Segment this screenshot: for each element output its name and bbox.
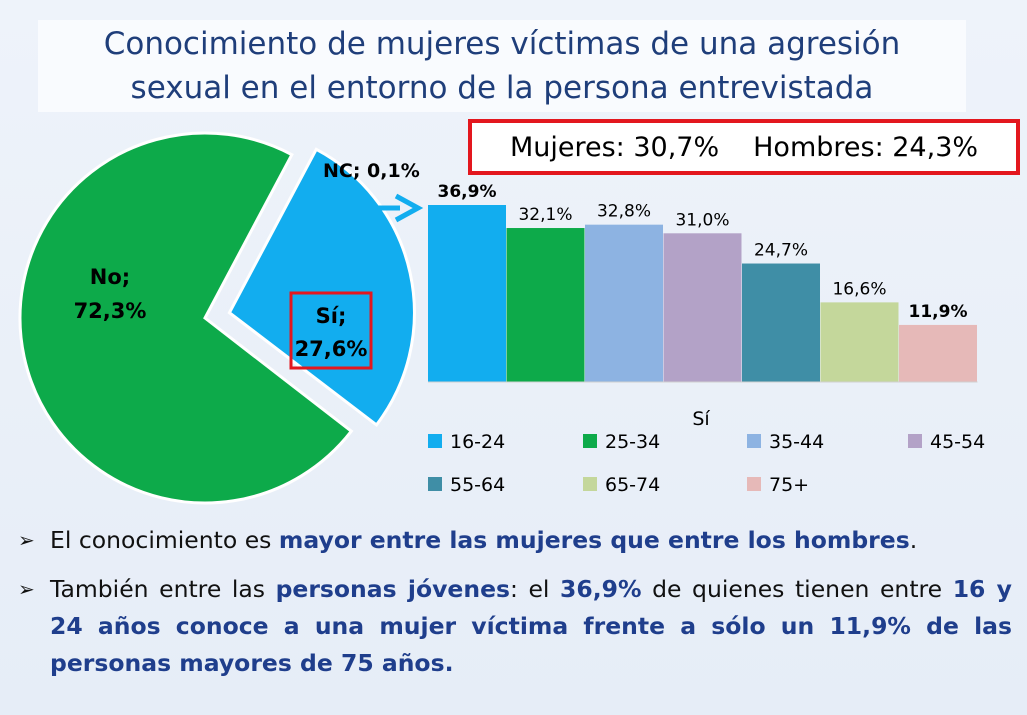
pie-slice-no — [18, 131, 354, 505]
bar-value-label: 36,9% — [438, 182, 497, 202]
bar-value-label: 11,9% — [909, 302, 968, 322]
legend-label: 16-24 — [450, 431, 505, 453]
bullet-text: También entre las personas jóvenes: el 3… — [50, 571, 1012, 682]
pie-value-si: 27,6% — [295, 337, 368, 361]
plain-text: El conocimiento es — [50, 526, 279, 554]
legend-swatch — [428, 434, 442, 448]
legend-swatch — [428, 477, 442, 491]
bullet-item: ➢ También entre las personas jóvenes: el … — [18, 571, 1012, 682]
pie-slice-si — [227, 147, 416, 428]
legend-swatch — [747, 477, 761, 491]
si-highlight-box — [289, 291, 373, 370]
pie-label-nc: NC; 0,1% — [323, 160, 420, 182]
bullet-item: ➢ El conocimiento es mayor entre las muje… — [18, 522, 1012, 559]
pie-value-no: 72,3% — [74, 299, 147, 323]
bullet-arrow-icon: ➢ — [18, 528, 35, 552]
gender-summary-box: Mujeres: 30,7% Hombres: 24,3% — [468, 119, 1020, 175]
legend-swatch — [583, 477, 597, 491]
bar-25-34 — [506, 228, 585, 382]
bar-value-label: 24,7% — [754, 241, 808, 261]
bar-55-64 — [742, 263, 820, 382]
bar-75+ — [899, 324, 977, 382]
legend-label: 35-44 — [769, 431, 824, 453]
bullet-arrow-icon: ➢ — [18, 577, 35, 601]
legend-swatch — [583, 434, 597, 448]
bar-45-54 — [663, 233, 742, 382]
title-line-2: sexual en el entorno de la persona entre… — [130, 70, 874, 106]
men-percentage: Hombres: 24,3% — [753, 131, 979, 163]
pie-label-si: Sí; — [316, 304, 347, 328]
bar-value-label: 32,8% — [597, 202, 651, 222]
bullet-list: ➢ El conocimiento es mayor entre las muje… — [18, 522, 1012, 694]
plain-text: de quienes tienen entre — [641, 575, 953, 603]
highlighted-text: 16 y 24 años conoce a una mujer víctima … — [50, 575, 1012, 677]
chart-area: No; 72,3% Sí; 27,6% NC; 0,1% 36,9% 32,1% 32,8% 3… — [18, 131, 985, 505]
legend-label: 75+ — [769, 474, 809, 496]
highlighted-text: mayor entre las mujeres que entre los ho… — [278, 526, 910, 554]
highlighted-text: 36,9% — [560, 575, 642, 603]
plain-text: También entre las — [50, 575, 276, 603]
bar-16-24 — [428, 205, 506, 382]
legend-swatch — [908, 434, 922, 448]
pie-label-no: No; — [90, 265, 130, 289]
plain-text: . — [909, 526, 918, 554]
bar-65-74 — [820, 302, 899, 382]
title-line-1: Conocimiento de mujeres víctimas de una … — [103, 26, 901, 62]
legend-label: 45-54 — [930, 431, 985, 453]
highlighted-text: personas jóvenes — [275, 575, 510, 603]
plain-text: : el — [510, 575, 561, 603]
legend-label: 55-64 — [450, 474, 505, 496]
legend-label: 25-34 — [605, 431, 660, 453]
bar-x-axis-label: Sí — [692, 408, 710, 430]
bar-value-label: 31,0% — [675, 210, 729, 230]
bullet-text: El conocimiento es mayor entre las mujer… — [50, 522, 1012, 559]
bar-value-label: 32,1% — [518, 205, 572, 225]
bar-35-44 — [585, 224, 663, 382]
legend-label: 65-74 — [605, 474, 660, 496]
legend-swatch — [747, 434, 761, 448]
slide-title: Conocimiento de mujeres víctimas de una … — [38, 20, 966, 112]
connector-arrow-head — [394, 193, 424, 223]
women-percentage: Mujeres: 30,7% — [509, 131, 720, 163]
bar-value-label: 16,6% — [832, 279, 886, 299]
